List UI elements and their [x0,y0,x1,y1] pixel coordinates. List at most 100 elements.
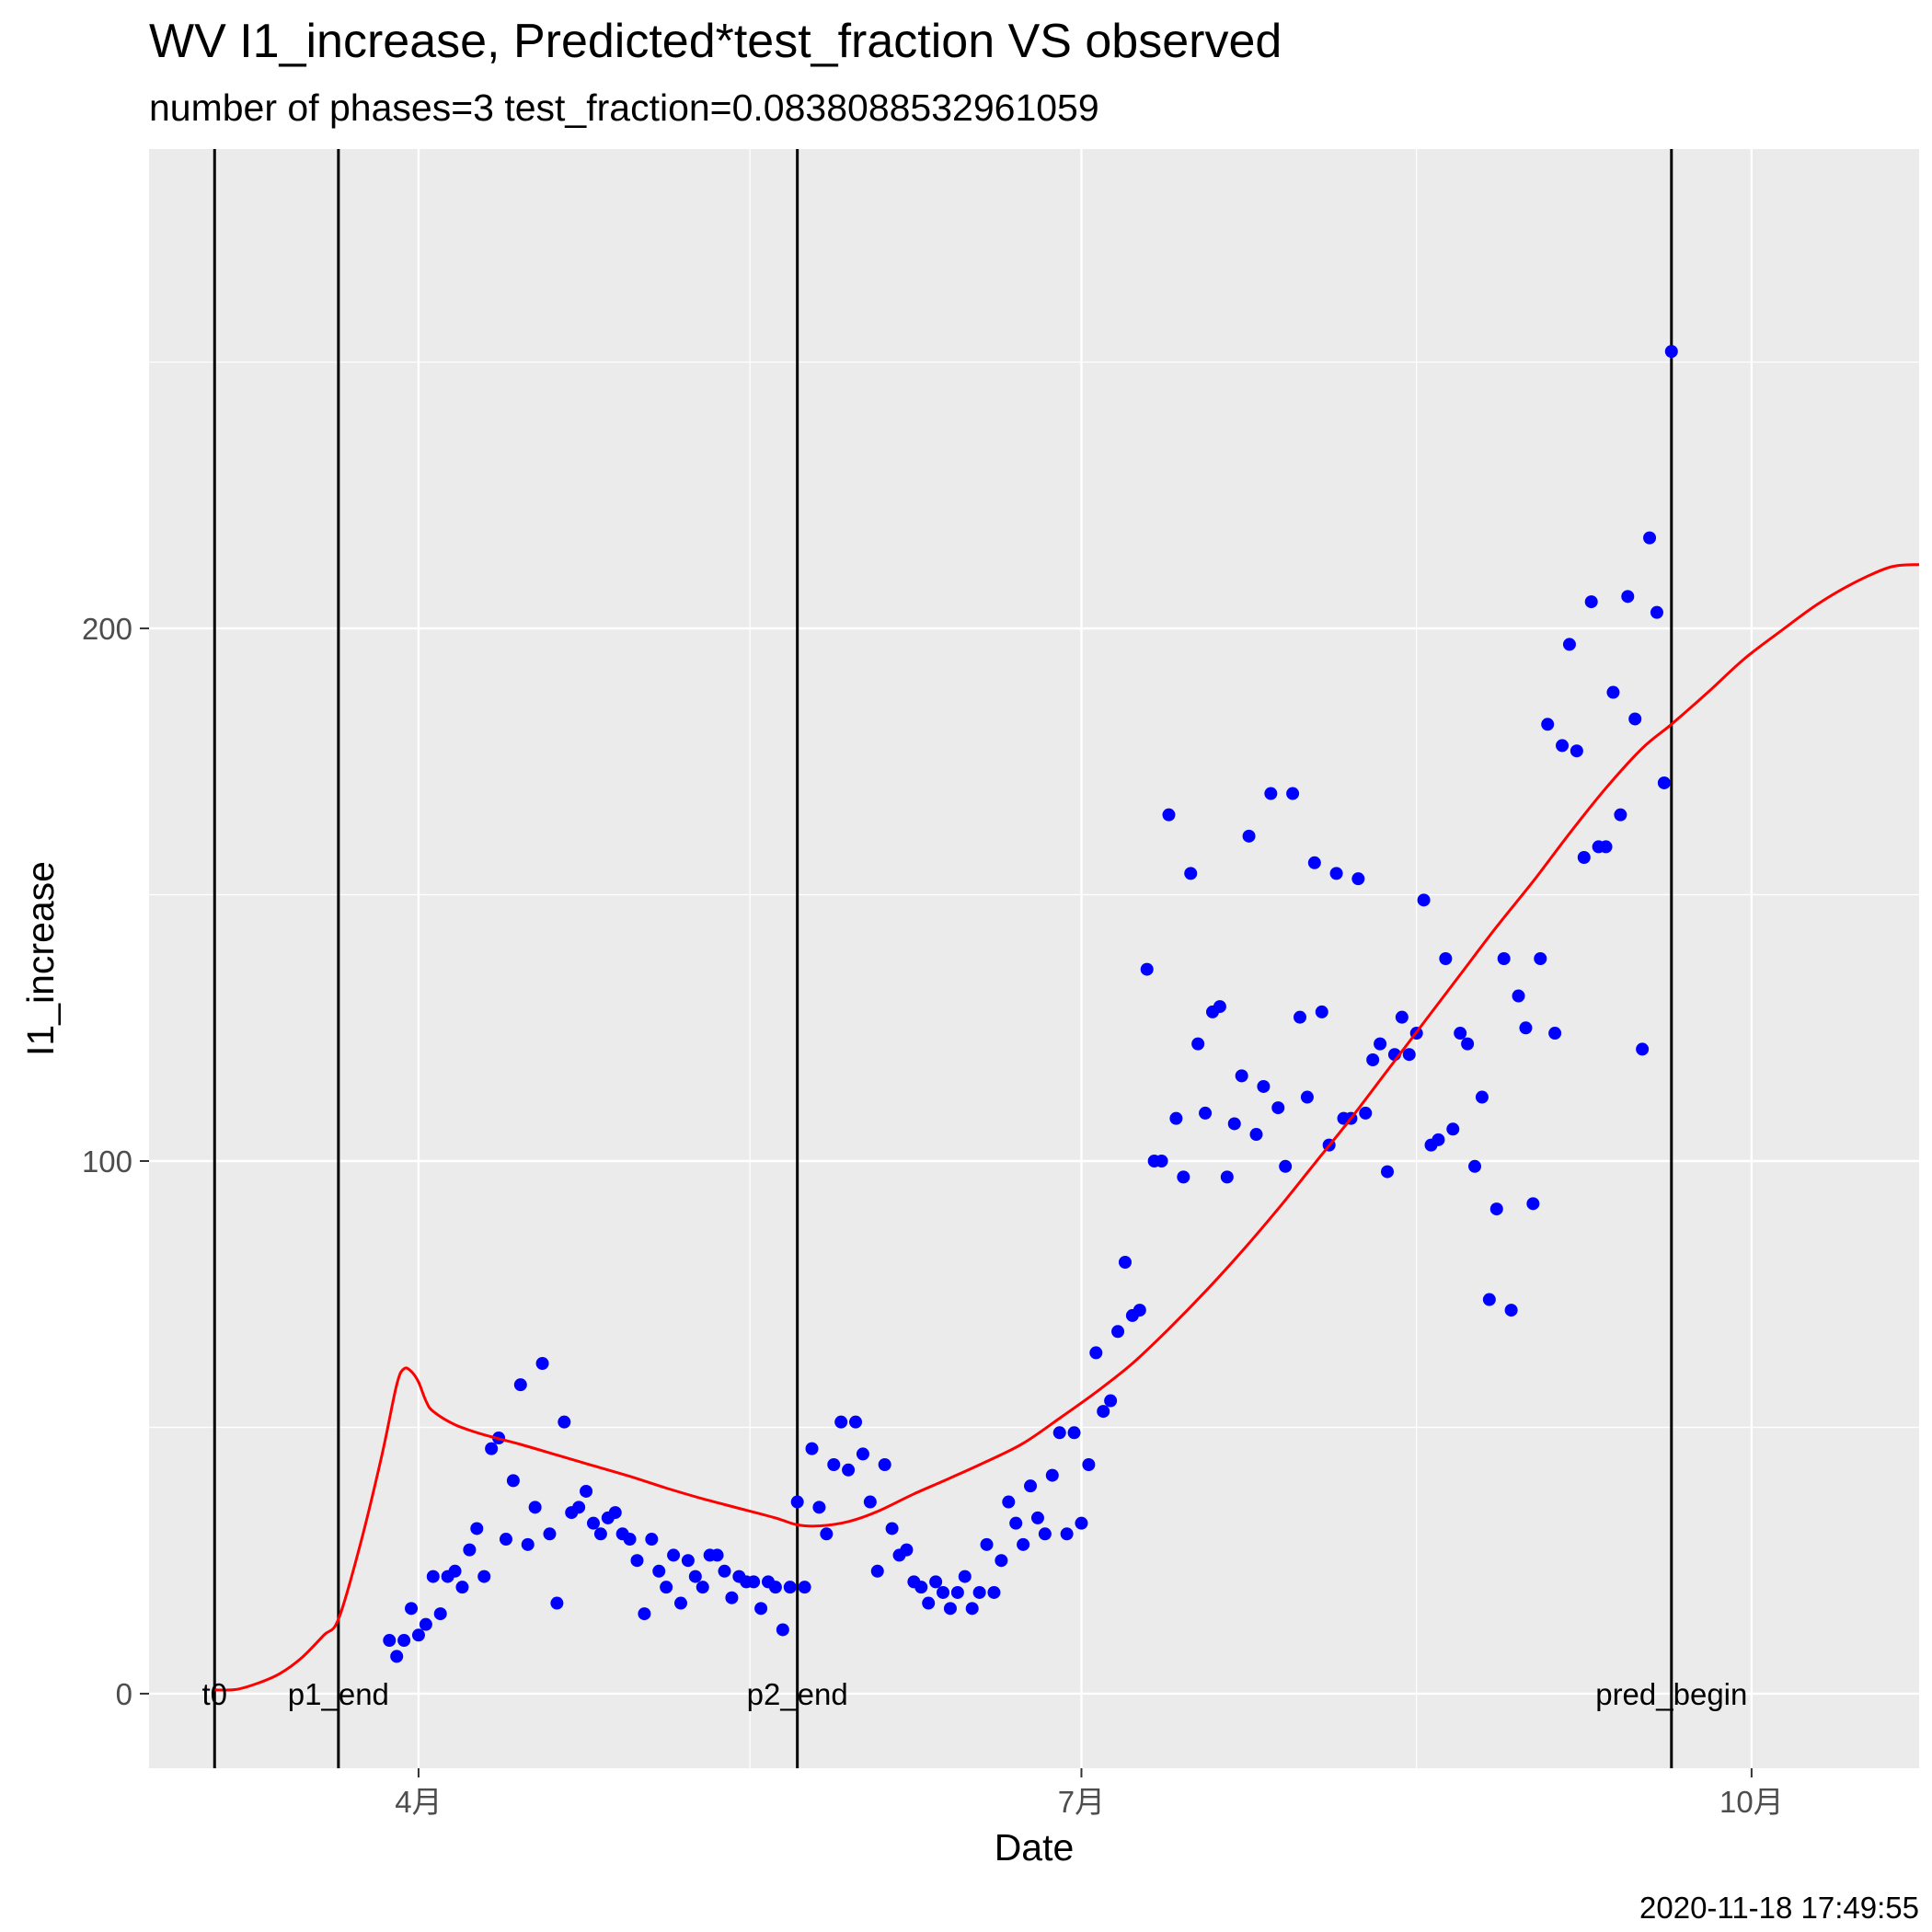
observed-point [812,1501,826,1514]
observed-point [1570,744,1583,758]
observed-point [1534,952,1547,965]
observed-point [1541,718,1555,731]
y-axis: 0 100 200 [82,612,149,1711]
observed-point [1454,1027,1467,1041]
observed-point [1461,1037,1475,1051]
grid-major [149,149,1919,1768]
observed-point [660,1581,673,1594]
observed-point [754,1602,768,1616]
observed-point [950,1585,964,1599]
observed-point [426,1570,440,1583]
observed-point [1104,1394,1118,1408]
observed-point [1097,1405,1110,1419]
observed-point [834,1415,848,1429]
observed-point [550,1596,564,1610]
observed-point [1315,1005,1328,1018]
observed-point [1169,1111,1183,1125]
observed-point [513,1378,527,1392]
phase-label: t0 [201,1677,227,1711]
observed-point [1446,1122,1460,1136]
observed-points [383,345,1678,1663]
predicted-line [214,563,1920,1692]
observed-point [972,1585,986,1599]
observed-point [608,1506,622,1520]
observed-point [1133,1304,1146,1317]
observed-point [673,1596,687,1610]
x-tick-label: 7月 [1058,1785,1105,1819]
observed-point [463,1543,477,1557]
observed-point [1374,1037,1387,1051]
observed-point [1257,1079,1271,1093]
observed-point [1556,739,1570,753]
observed-point [1227,1117,1241,1131]
observed-point [470,1522,484,1535]
observed-point [725,1591,739,1604]
observed-point [1636,1042,1650,1056]
observed-point [885,1522,899,1535]
observed-point [1045,1468,1059,1482]
observed-point [1052,1426,1066,1440]
observed-point [958,1570,972,1583]
y-axis-title: I1_increase [19,861,62,1056]
observed-point [448,1564,462,1578]
observed-point [390,1650,404,1663]
observed-point [1279,1159,1293,1173]
observed-point [1621,590,1635,604]
observed-point [1220,1170,1234,1184]
observed-point [1089,1346,1103,1360]
plot-panel [149,149,1919,1768]
observed-point [987,1585,1001,1599]
chart-subtitle: number of phases=3 test_fraction=0.08380… [149,86,1099,129]
observed-point [1468,1159,1482,1173]
observed-point [681,1554,695,1568]
observed-point [696,1581,709,1594]
observed-point [1657,776,1671,789]
observed-point [1381,1165,1395,1179]
observed-point [776,1623,789,1637]
observed-point [710,1548,724,1562]
observed-point [688,1570,702,1583]
observed-point [586,1516,600,1530]
observed-point [630,1554,644,1568]
observed-point [1249,1128,1263,1142]
x-tick-label: 10月 [1719,1785,1784,1819]
observed-point [842,1463,856,1477]
observed-point [411,1628,425,1642]
observed-point [878,1458,891,1471]
observed-point [1606,685,1620,699]
phase-label: p2_end [747,1677,848,1711]
observed-point [623,1533,637,1547]
observed-point [535,1357,549,1370]
observed-point [667,1548,681,1562]
observed-point [1512,989,1525,1003]
observed-point [1242,829,1256,843]
observed-point [652,1564,666,1578]
observed-point [1177,1170,1190,1184]
y-tick-label: 100 [82,1144,132,1179]
observed-point [900,1543,914,1557]
observed-point [1060,1527,1074,1541]
observed-point [922,1596,936,1610]
observed-point [1017,1537,1030,1551]
observed-point [1643,531,1657,545]
observed-point [1395,1010,1409,1024]
observed-point [1067,1426,1081,1440]
observed-point [477,1570,491,1583]
observed-point [1118,1256,1132,1269]
observed-point [1650,605,1663,619]
chart-caption: 2020-11-18 17:49:55 [1639,1891,1919,1925]
phase-label: p1_end [288,1677,389,1711]
observed-point [1351,872,1365,886]
observed-point [645,1533,659,1547]
observed-point [768,1581,782,1594]
observed-point [1199,1106,1213,1120]
observed-point [914,1581,928,1594]
observed-point [863,1495,877,1509]
observed-point [820,1527,834,1541]
observed-point [718,1564,731,1578]
observed-point [1628,712,1642,726]
observed-point [1286,787,1300,800]
observed-point [397,1634,411,1648]
observed-point [1599,840,1613,854]
